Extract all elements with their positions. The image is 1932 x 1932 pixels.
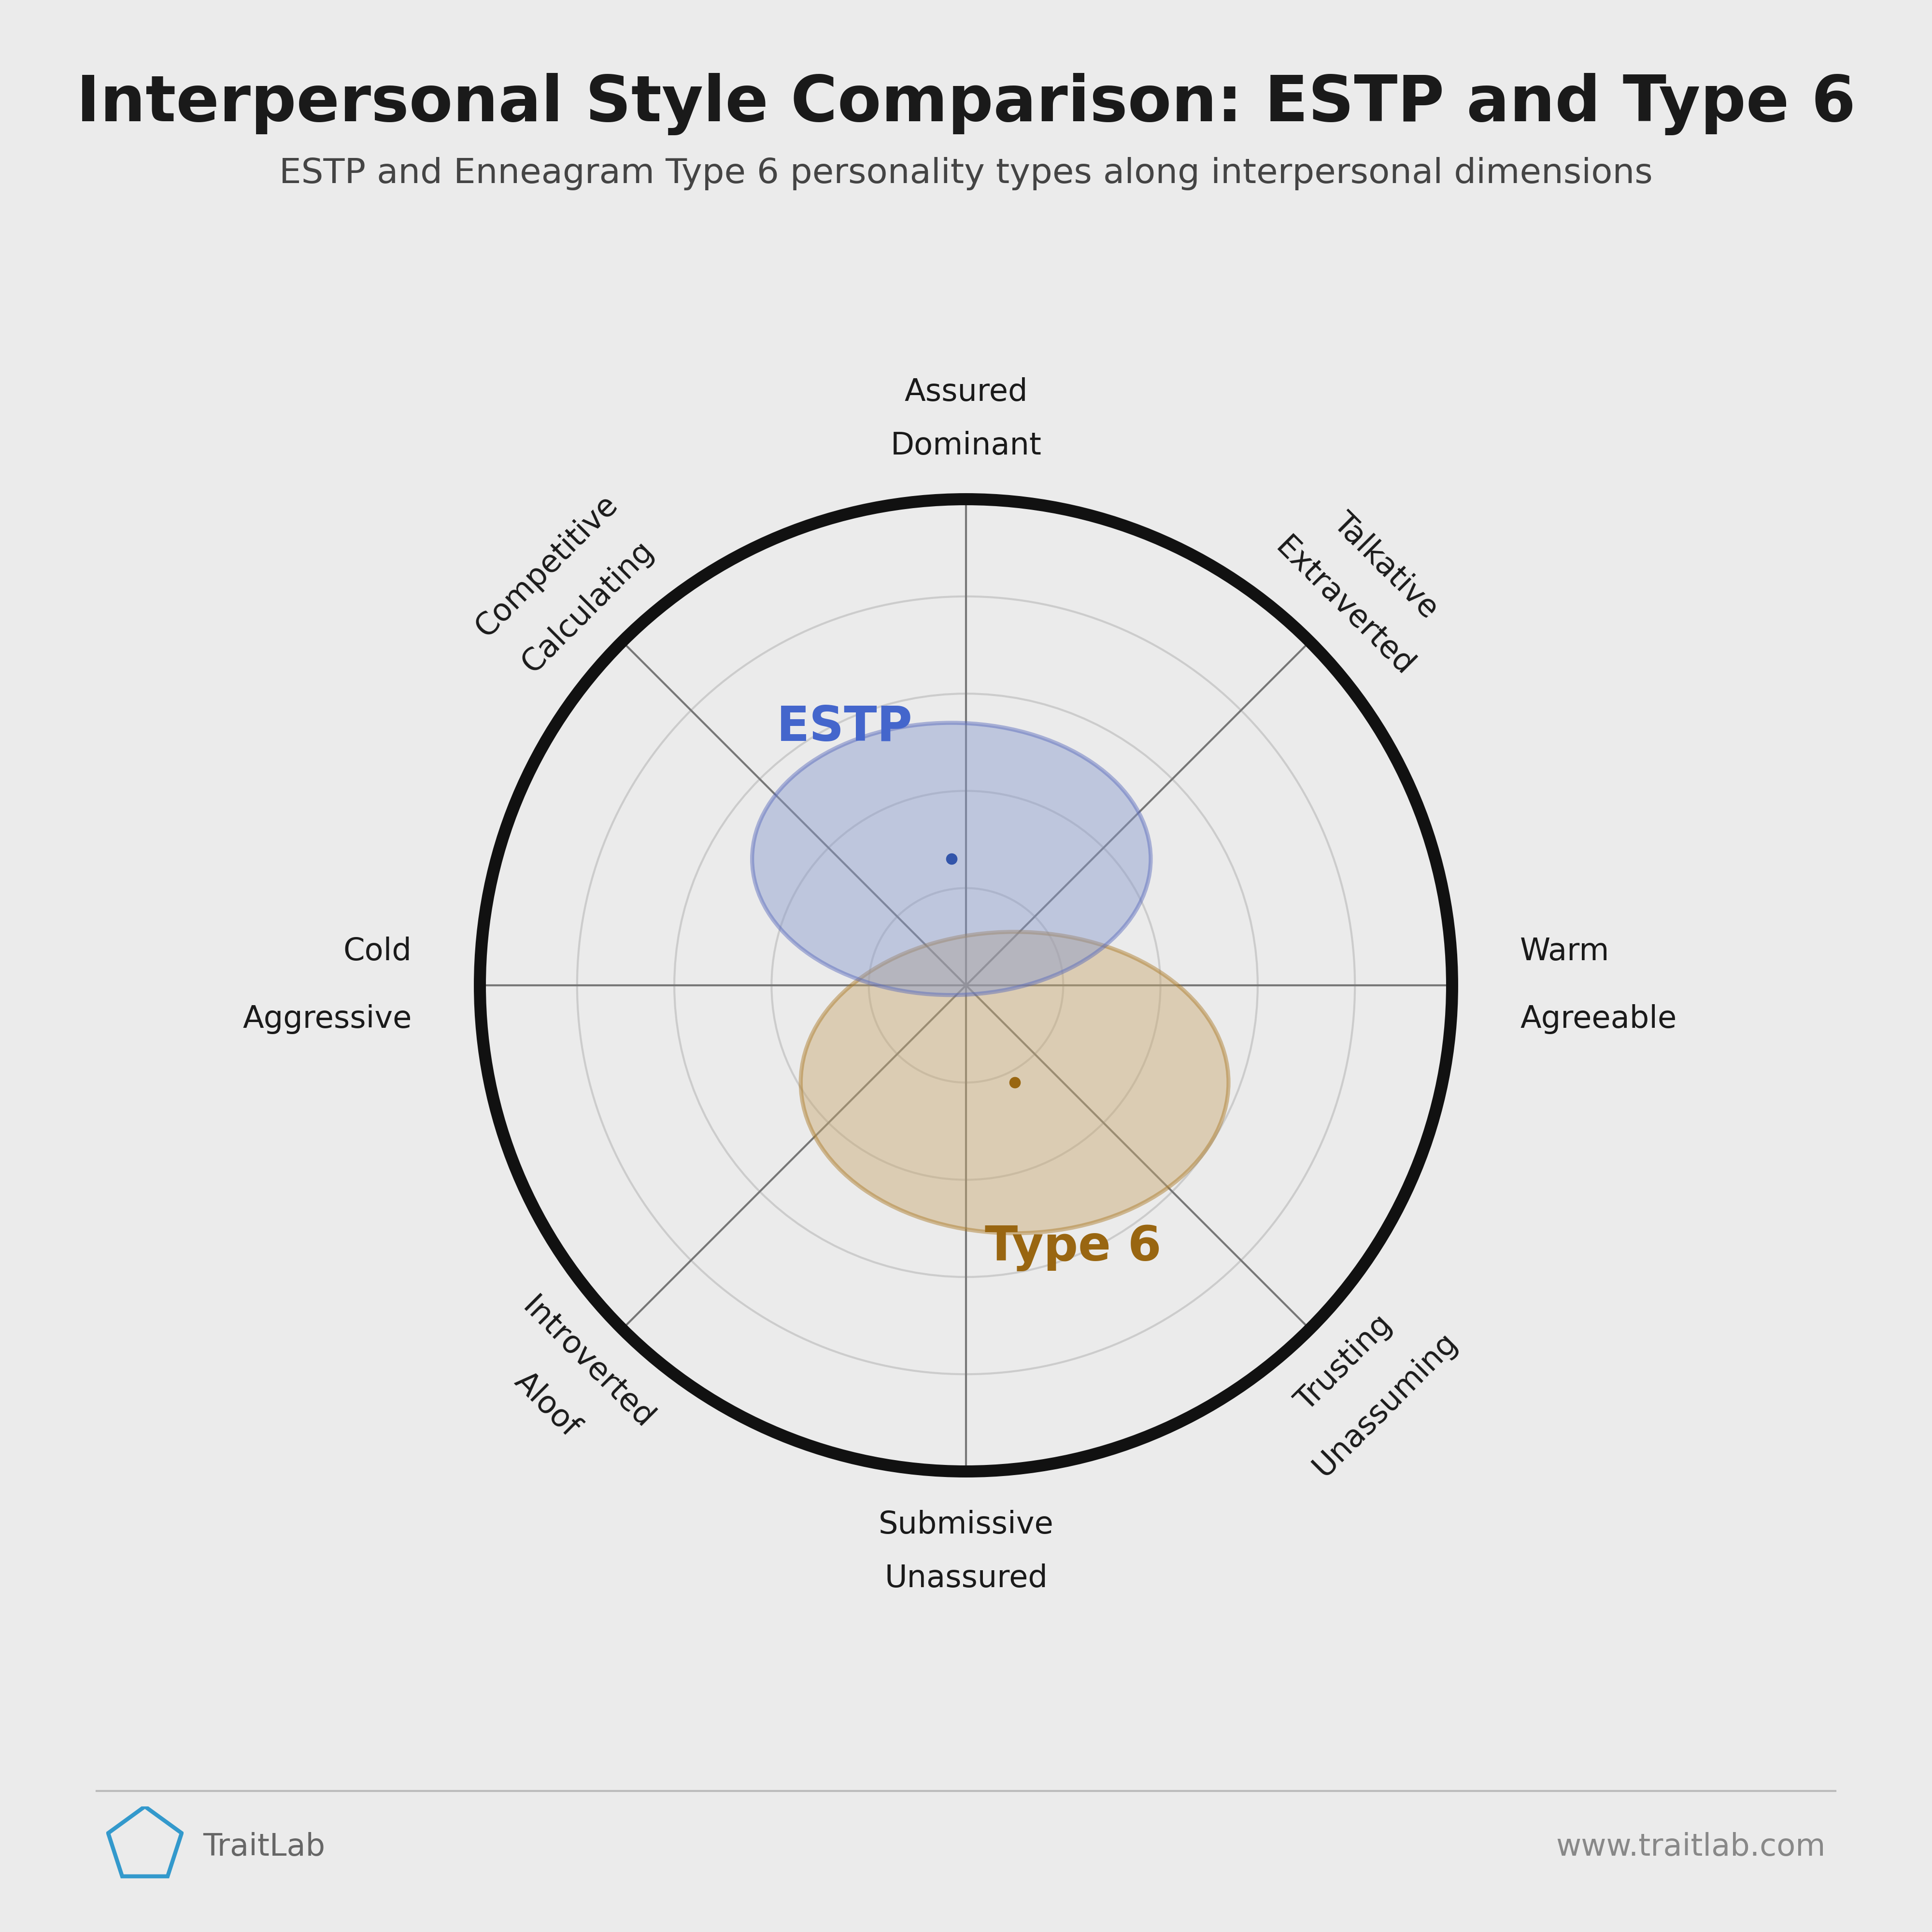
Text: Type 6: Type 6: [985, 1225, 1161, 1271]
Text: Warm: Warm: [1520, 937, 1609, 966]
Text: Calculating: Calculating: [516, 535, 659, 678]
Text: Extraverted: Extraverted: [1269, 533, 1418, 682]
Text: Dominant: Dominant: [891, 431, 1041, 460]
Text: Unassured: Unassured: [885, 1563, 1047, 1594]
Text: Aggressive: Aggressive: [243, 1005, 412, 1034]
Text: ESTP and Enneagram Type 6 personality types along interpersonal dimensions: ESTP and Enneagram Type 6 personality ty…: [280, 156, 1652, 191]
Text: Assured: Assured: [904, 377, 1028, 408]
Text: Agreeable: Agreeable: [1520, 1005, 1677, 1034]
Text: Trusting: Trusting: [1291, 1310, 1399, 1418]
Text: ESTP: ESTP: [777, 705, 912, 752]
Text: Cold: Cold: [344, 937, 412, 966]
Ellipse shape: [752, 723, 1151, 995]
Text: Aloof: Aloof: [508, 1366, 585, 1443]
Text: Unassuming: Unassuming: [1308, 1327, 1463, 1482]
Ellipse shape: [800, 931, 1229, 1233]
Text: Talkative: Talkative: [1327, 508, 1443, 624]
Text: TraitLab: TraitLab: [203, 1832, 325, 1862]
Text: Submissive: Submissive: [879, 1511, 1053, 1540]
Text: Interpersonal Style Comparison: ESTP and Type 6: Interpersonal Style Comparison: ESTP and…: [75, 73, 1857, 135]
Text: Introverted: Introverted: [516, 1293, 659, 1435]
Text: Competitive: Competitive: [469, 489, 624, 643]
Text: www.traitlab.com: www.traitlab.com: [1555, 1832, 1826, 1862]
